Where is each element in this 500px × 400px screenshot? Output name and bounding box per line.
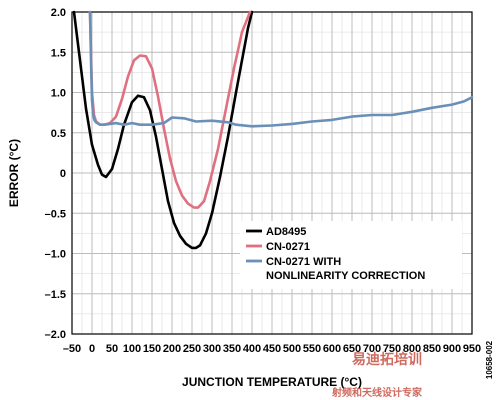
y-axis-label: ERROR (°C) [7, 139, 21, 207]
x-tick-label: 250 [183, 343, 201, 355]
plot-frame [71, 11, 473, 335]
y-tick-label: –1.5 [45, 289, 66, 301]
x-tick-label: 50 [106, 343, 118, 355]
y-tick-label: –1.0 [45, 249, 66, 261]
y-tick-label: 2.0 [51, 7, 66, 19]
x-tick-label: 100 [123, 343, 141, 355]
figure-id: 10658-002 [485, 340, 494, 379]
y-tick-labels: –2.0 –1.5 –1.0 –0.5 0 0.5 1.0 1.5 2.0 [45, 7, 66, 341]
x-tick-labels: –50 0 50 100 150 200 250 300 350 400 450 500 550 600 6… [63, 343, 481, 355]
legend-label-0: AD8495 [266, 226, 306, 238]
x-tick-label: 0 [89, 343, 95, 355]
x-tick-label: 850 [423, 343, 441, 355]
x-tick-label: 650 [343, 343, 361, 355]
x-tick-label: 200 [163, 343, 181, 355]
y-tick-label: 0.5 [51, 128, 66, 140]
legend-label-1: CN-0271 [266, 241, 310, 253]
y-tick-label: 1.5 [51, 47, 66, 59]
watermark-mark: 易迪拓培训 [352, 351, 422, 368]
x-tick-label: 600 [323, 343, 341, 355]
y-tick-label: 0 [60, 168, 66, 180]
y-tick-label: –2.0 [45, 329, 66, 341]
x-tick-label: 550 [303, 343, 321, 355]
x-tick-label: 450 [263, 343, 281, 355]
x-tick-label: 700 [363, 343, 381, 355]
legend-label-2: CN-0271 WITH [266, 256, 341, 268]
x-tick-label: 800 [403, 343, 421, 355]
x-tick-label: 300 [203, 343, 221, 355]
x-tick-label: 500 [283, 343, 301, 355]
legend-background [240, 221, 462, 289]
watermark-text: 射频和天线设计专家 [331, 386, 423, 399]
y-tick-label: 1.0 [51, 88, 66, 100]
series-lines [72, 10, 474, 250]
x-tick-label: 750 [383, 343, 401, 355]
legend-label-2-line2: NONLINEARITY CORRECTION [266, 270, 425, 282]
x-tick-label: 900 [443, 343, 461, 355]
x-tick-label: –50 [63, 343, 81, 355]
series-line-2 [88, 10, 474, 128]
series-line-1 [88, 10, 252, 209]
x-tick-label: 350 [223, 343, 241, 355]
x-axis-label: JUNCTION TEMPERATURE (°C) [182, 375, 362, 389]
series-line-0 [72, 10, 254, 250]
x-tick-label: 150 [143, 343, 161, 355]
x-tick-label: 950 [463, 343, 481, 355]
watermark: 易迪拓培训 射频和天线设计专家 [331, 351, 423, 399]
x-tick-label: 400 [243, 343, 261, 355]
y-tick-label: –0.5 [45, 208, 66, 220]
legend: AD8495 CN-0271 CN-0271 WITH NONLINEARITY CO… [240, 221, 462, 289]
